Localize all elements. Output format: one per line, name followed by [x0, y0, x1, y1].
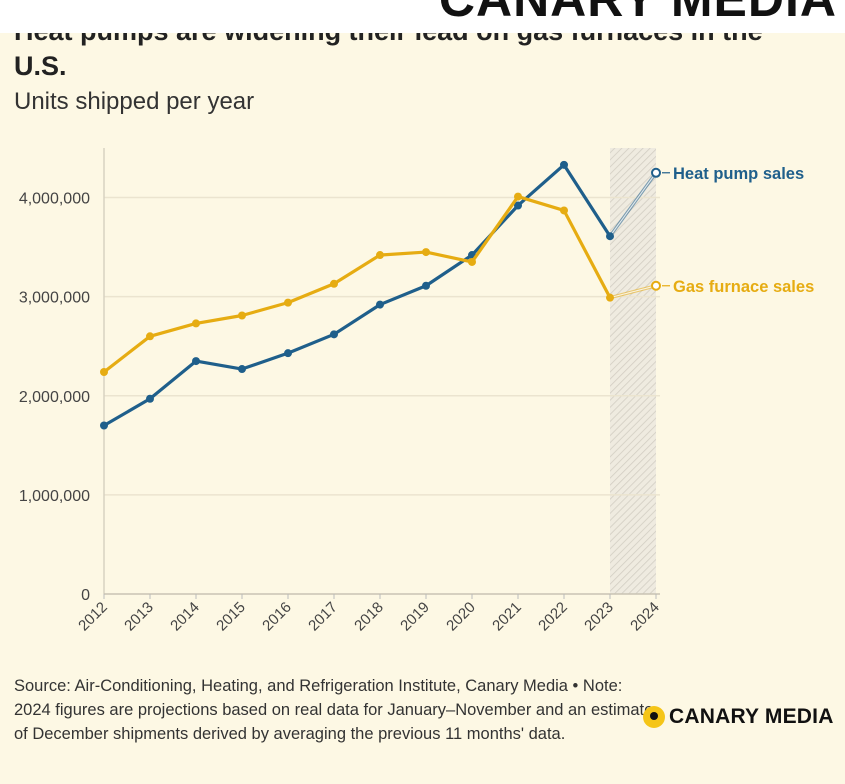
heat-pump-sales-point [192, 357, 200, 366]
heat-pump-sales-label: Heat pump sales [673, 165, 804, 183]
x-tick-label: 2021 [489, 599, 525, 635]
heat-pump-sales-point [330, 330, 338, 339]
source-note: Source: Air-Conditioning, Heating, and R… [14, 677, 654, 743]
x-tick-label: 2018 [351, 599, 387, 635]
y-tick-label: 2,000,000 [19, 389, 90, 406]
gas-furnace-sales-label: Gas furnace sales [673, 278, 814, 296]
heat-pump-sales-point [284, 349, 292, 358]
heat-pump-sales-point [238, 365, 246, 374]
y-tick-label: 0 [81, 587, 90, 604]
heat-pump-sales-point [376, 300, 384, 309]
heat-pump-sales-point [146, 394, 154, 403]
logo-text: CANARY MEDIA [669, 705, 834, 728]
chart-subtitle: Units shipped per year [14, 88, 255, 115]
heat-pump-sales-point [651, 167, 661, 178]
heat-pump-sales-point [560, 160, 568, 169]
x-tick-label: 2013 [121, 599, 157, 635]
gas-furnace-sales-point [146, 332, 154, 341]
header-brand: CANARY MEDIA [439, 0, 837, 28]
y-tick-label: 1,000,000 [19, 488, 90, 505]
projection-band [610, 148, 656, 594]
x-tick-label: 2023 [581, 599, 617, 635]
heat-pump-sales-point [100, 421, 108, 430]
gas-furnace-sales-point [330, 279, 338, 288]
x-tick-label: 2022 [535, 599, 571, 635]
canary-logo-icon [643, 706, 665, 728]
top-bar: CANARY MEDIA [0, 0, 845, 33]
heat-pump-sales-point [422, 281, 430, 290]
line-chart: 0 1,000,000 2,000,000 3,000,000 4,000,000 201… [19, 148, 814, 635]
x-tick-label: 2014 [167, 599, 203, 635]
x-tick-label: 2015 [213, 599, 249, 635]
gas-furnace-sales-projection-highlight [609, 285, 657, 299]
heat-pump-sales-point [514, 201, 522, 210]
gas-furnace-sales-point [284, 298, 292, 307]
gas-furnace-sales-point [192, 319, 200, 328]
gas-furnace-sales-point [560, 206, 568, 215]
x-tick-label: 2012 [75, 599, 111, 635]
x-tick-label: 2017 [305, 599, 341, 635]
gas-furnace-sales-point [468, 257, 476, 266]
y-tick-label: 3,000,000 [19, 290, 90, 307]
gas-furnace-sales-point [514, 192, 522, 201]
heat-pump-sales-projection-highlight [609, 172, 657, 237]
gas-furnace-sales-point [100, 367, 108, 376]
gas-furnace-sales-point [422, 248, 430, 257]
x-tick-label: 2019 [397, 599, 433, 635]
gas-furnace-sales-line [103, 194, 612, 374]
canary-media-logo: CANARY MEDIA [643, 705, 834, 729]
x-tick-label: 2016 [259, 599, 295, 635]
x-tick-label: 2024 [627, 599, 663, 635]
y-tick-label: 4,000,000 [19, 191, 90, 208]
gas-furnace-sales-point [651, 280, 661, 291]
gas-furnace-sales-point [376, 251, 384, 260]
heat-pump-sales-line [103, 163, 612, 427]
x-tick-label: 2020 [443, 599, 479, 635]
gas-furnace-sales-point [238, 311, 246, 320]
heat-pump-sales-point [606, 232, 614, 241]
gas-furnace-sales-point [606, 293, 614, 302]
